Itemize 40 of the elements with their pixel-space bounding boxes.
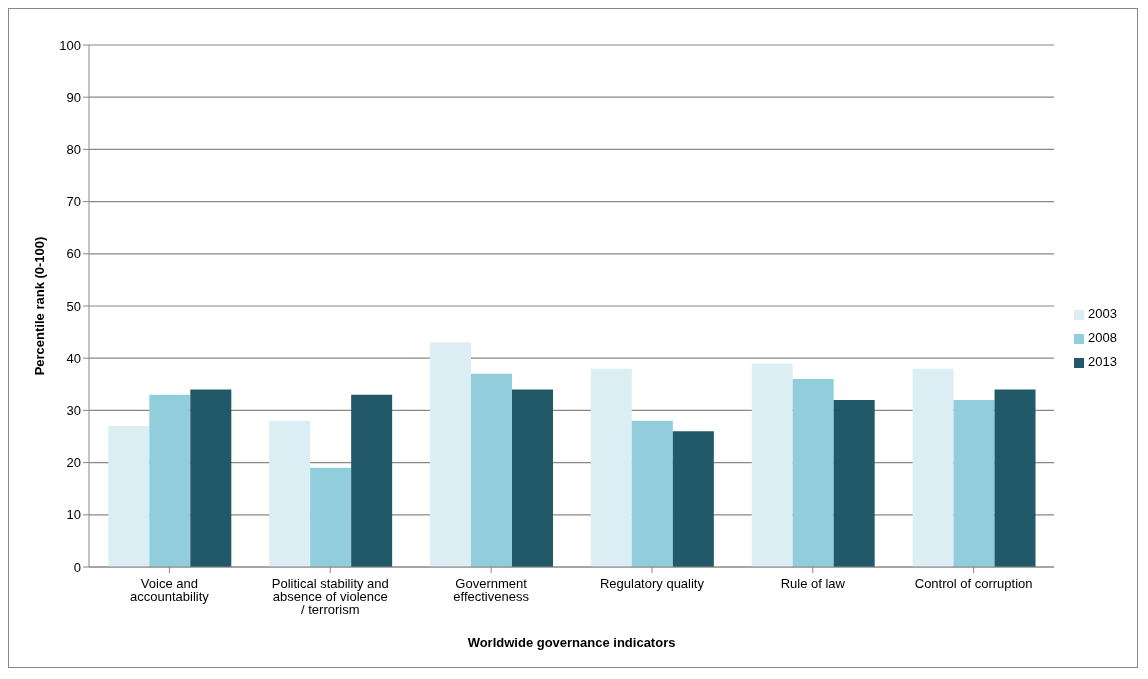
bar: [269, 420, 311, 567]
bar: [751, 363, 793, 567]
y-tick-label: 40: [66, 350, 81, 366]
y-tick-label: 30: [66, 403, 81, 419]
bar: [429, 342, 471, 567]
bar: [672, 431, 714, 567]
y-tick-label: 20: [66, 455, 81, 471]
y-tick-label: 80: [66, 142, 81, 158]
x-tick-label: Rule of law: [780, 576, 846, 592]
bar: [631, 420, 673, 567]
bar: [994, 389, 1036, 567]
bar: [310, 467, 352, 567]
x-tick-label: Regulatory quality: [599, 576, 705, 592]
bar: [351, 394, 393, 567]
y-tick-label: 0: [73, 559, 81, 575]
bar: [953, 399, 995, 567]
bar: [833, 399, 875, 567]
y-tick-label: 90: [66, 89, 81, 105]
x-tick-label: Control of corruption: [914, 576, 1033, 592]
x-tick-label: Political stability and absence of violence / terrorism: [271, 576, 389, 618]
bar: [470, 373, 512, 567]
x-tick-label: Government effectiveness: [453, 576, 530, 605]
bar: [190, 389, 232, 567]
x-axis-title: Worldwide governance indicators: [467, 635, 676, 650]
bar: [511, 389, 553, 567]
legend-label: 2003: [1088, 306, 1117, 321]
legend-label: 2013: [1088, 354, 1117, 369]
bar: [108, 426, 150, 567]
legend-label: 2008: [1088, 330, 1117, 345]
y-tick-label: 10: [66, 507, 81, 523]
y-tick-label: 70: [66, 194, 81, 210]
x-tick-label: Voice and accountability: [130, 576, 210, 605]
bar: [590, 368, 632, 567]
y-tick-label: 60: [66, 246, 81, 262]
bar: [792, 379, 834, 567]
y-axis-title: Percentile rank (0-100): [31, 236, 47, 376]
bar: [912, 368, 954, 567]
y-tick-label: 50: [66, 298, 81, 314]
y-tick-label: 100: [59, 37, 81, 53]
bar: [149, 394, 191, 567]
